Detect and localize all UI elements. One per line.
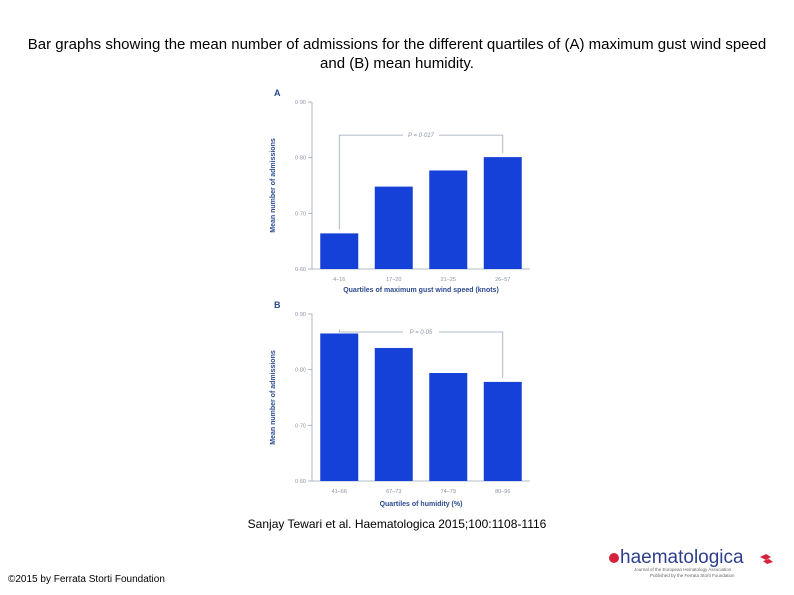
panel-label: B <box>274 300 281 310</box>
haematologica-logo: haematologica Journal of the European He… <box>609 547 773 578</box>
x-tick-label: 4–16 <box>333 277 345 283</box>
p-value-annotation: P = 0·017 <box>408 133 435 139</box>
y-tick-label: 0·60 <box>295 479 306 485</box>
bar-2 <box>374 186 413 269</box>
p-value-annotation: P = 0·05 <box>410 330 433 336</box>
significance-bracket <box>338 134 504 230</box>
copyright-notice: ©2015 by Ferrata Storti Foundation <box>8 574 165 585</box>
bar-3 <box>429 373 468 481</box>
bar-1 <box>320 333 359 481</box>
logo-wordmark: haematologica <box>620 547 744 568</box>
x-tick-label: 74–79 <box>441 489 456 495</box>
citation: Sanjay Tewari et al. Haematologica 2015;… <box>247 517 547 531</box>
chart-b-svg: B Mean number of admissions 0·90 0·80 0·70 0·… <box>270 300 530 508</box>
logo-tagline-2: Published by the Ferrata Storti Foundati… <box>650 573 735 578</box>
y-tick-label: 0·90 <box>295 312 306 318</box>
y-tick-label: 0·70 <box>295 423 306 429</box>
chart-panel-b: B Mean number of admissions 0·90 0·80 0·70 0·… <box>262 300 540 512</box>
bar-4 <box>483 157 522 269</box>
x-tick-label: 26–57 <box>495 277 510 283</box>
logo-tagline-1: Journal of the European Hematology Assoc… <box>634 567 732 572</box>
y-tick-label: 0·70 <box>295 211 306 217</box>
x-tick-label: 17–20 <box>386 277 401 283</box>
x-tick-label: 41–66 <box>332 489 347 495</box>
chart-panel-a: A Mean number of admissions 0·90 0·80 0·70 0·… <box>262 82 540 297</box>
bar-2 <box>374 347 413 481</box>
y-tick-label: 0·80 <box>295 156 306 162</box>
bar-4 <box>483 381 522 481</box>
y-tick-label: 0·60 <box>295 267 306 273</box>
significance-bracket <box>338 329 504 378</box>
x-tick-label: 80–96 <box>495 489 510 495</box>
bar-1 <box>320 233 359 269</box>
logo-dot-icon <box>609 553 619 563</box>
y-axis-label: Mean number of admissions <box>270 350 277 445</box>
figure-title: Bar graphs showing the mean number of ad… <box>27 36 767 72</box>
x-axis-label: Quartiles of humidity (%) <box>380 501 463 508</box>
panel-label: A <box>274 88 281 98</box>
x-tick-label: 21–25 <box>441 277 456 283</box>
annotation-background <box>403 130 439 140</box>
logo-emblem-icon <box>760 554 773 564</box>
y-axis-label: Mean number of admissions <box>270 138 277 233</box>
x-axis-label: Quartiles of maximum gust wind speed (kn… <box>343 287 499 294</box>
x-tick-label: 67–73 <box>386 489 401 495</box>
chart-a-svg: A Mean number of admissions 0·90 0·80 0·70 0·… <box>270 88 530 294</box>
annotation-background <box>403 327 439 336</box>
y-tick-label: 0·80 <box>295 368 306 374</box>
y-tick-label: 0·90 <box>295 100 306 106</box>
bar-3 <box>429 170 468 269</box>
